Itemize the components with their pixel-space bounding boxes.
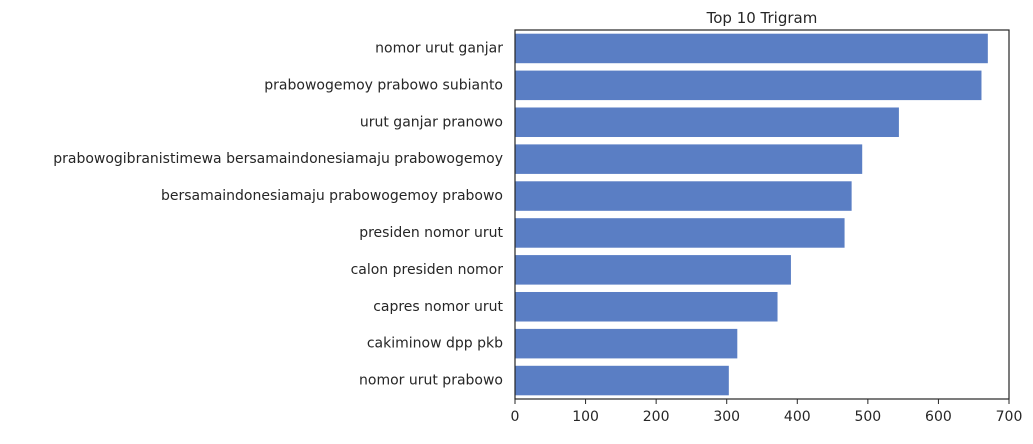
y-tick-label: nomor urut ganjar — [375, 40, 503, 56]
y-tick-label: cakiminow dpp pkb — [367, 336, 503, 352]
y-tick-label: prabowogemoy prabowo subianto — [264, 77, 503, 93]
x-tick-label: 700 — [996, 409, 1023, 425]
x-tick-label: 200 — [643, 409, 670, 425]
bar-2 — [515, 70, 982, 101]
y-tick-label: calon presiden nomor — [351, 262, 504, 278]
x-tick-label: 100 — [572, 409, 599, 425]
bar-6 — [515, 218, 845, 248]
y-tick-label: urut ganjar pranowo — [360, 114, 503, 130]
bar-7 — [515, 255, 791, 285]
chart-title: Top 10 Trigram — [706, 9, 818, 27]
x-tick-label: 300 — [713, 409, 740, 425]
bar-3 — [515, 107, 899, 138]
bar-1 — [515, 33, 988, 64]
y-tick-label: capres nomor urut — [373, 299, 503, 315]
y-tick-labels: nomor urut ganjar prabowogemoy prabowo su… — [53, 40, 503, 388]
x-tick-label: 400 — [784, 409, 811, 425]
bar-10 — [515, 365, 729, 396]
x-tick-label: 0 — [511, 409, 520, 425]
x-tick-label: 600 — [925, 409, 952, 425]
y-tick-label: nomor urut prabowo — [359, 373, 503, 389]
y-tick-label: presiden nomor urut — [359, 225, 503, 241]
y-tick-label: prabowogibranistimewa bersamaindonesiama… — [53, 151, 503, 167]
bar-5 — [515, 181, 852, 211]
y-tick-label: bersamaindonesiamaju prabowogemoy prabow… — [161, 188, 503, 204]
x-axis: 0 100 200 300 400 500 600 700 — [511, 399, 1023, 425]
axes-frame — [514, 29, 1010, 400]
x-tick-label: 500 — [854, 409, 881, 425]
bar-8 — [515, 291, 778, 322]
bars-group — [515, 33, 988, 396]
bar-9 — [515, 328, 738, 359]
bar-4 — [515, 144, 863, 174]
